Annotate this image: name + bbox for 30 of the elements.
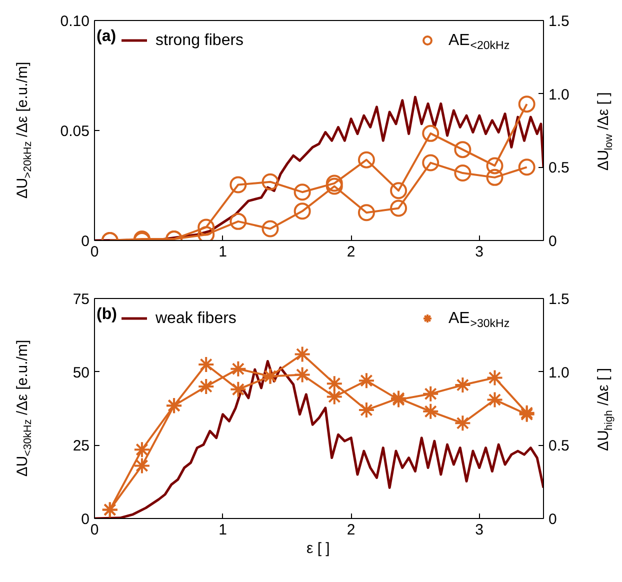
y-axis-title: ΔU>20kHz /Δε [e.u./m]: [14, 62, 34, 199]
y2-tick-label: 0.5: [548, 438, 570, 455]
text: (b): [96, 306, 117, 323]
y-tick-label: 75: [72, 291, 90, 308]
y-tick-label: 25: [72, 438, 90, 455]
y2-tick-label: 0.5: [548, 160, 570, 177]
x-tick-label: 1: [218, 522, 227, 538]
legend-label: weak fibers: [154, 310, 236, 327]
x-tick-label: 2: [346, 522, 356, 538]
y2-tick-label: 0: [548, 511, 557, 528]
y-tick-label: 0: [81, 511, 90, 528]
y-tick-label: 0: [81, 233, 90, 250]
y2-tick-label: 1.5: [548, 13, 570, 30]
y2-tick-label: 1.0: [548, 364, 570, 382]
x-axis-title: ε [ ]: [306, 540, 330, 557]
y-tick-label: 0.10: [60, 13, 90, 30]
y2-tick-label: 0: [548, 233, 557, 250]
y2-tick-label: 1.5: [548, 291, 570, 308]
x-tick-label: 1: [218, 244, 227, 260]
y2-axis-title: ΔUlow /Δε [ ]: [595, 92, 615, 171]
legend-label: strong fibers: [156, 32, 244, 49]
chart-title: (a): [96, 28, 116, 45]
y-tick-label: 50: [72, 364, 90, 382]
x-tick-label: 2: [346, 244, 356, 260]
y-tick-label: 0.05: [60, 123, 90, 140]
y2-axis-title: ΔUhigh /Δε [ ]: [595, 368, 615, 451]
x-tick-label: 3: [475, 522, 484, 538]
x-tick-label: 3: [475, 244, 484, 260]
y-axis-title: ΔU<30kHz /Δε [e.u./m]: [14, 340, 34, 477]
y2-tick-label: 1.0: [548, 86, 570, 104]
